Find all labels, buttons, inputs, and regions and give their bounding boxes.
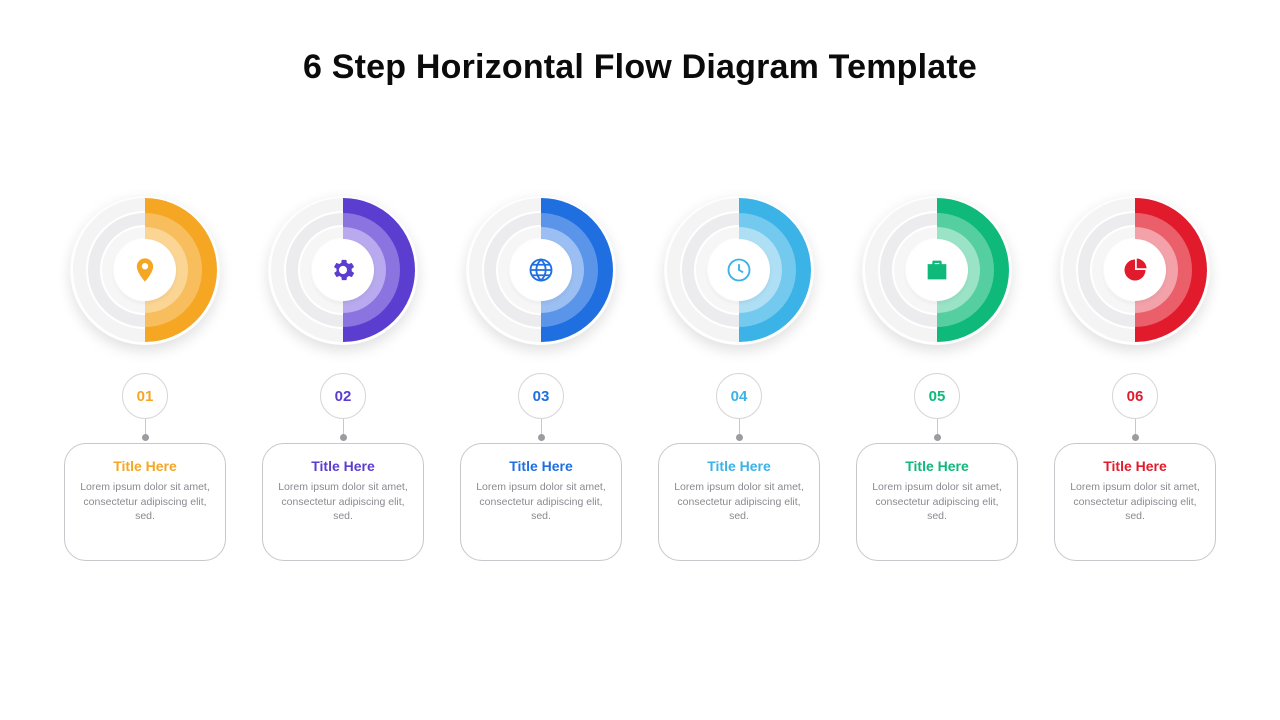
step-5-title: Title Here <box>869 458 1005 474</box>
step-2-card: Title Here Lorem ipsum dolor sit amet, c… <box>262 443 424 561</box>
clock-icon <box>725 256 753 284</box>
step-1-card: Title Here Lorem ipsum dolor sit amet, c… <box>64 443 226 561</box>
step-2-circle <box>268 195 418 345</box>
step-3-title: Title Here <box>473 458 609 474</box>
step-6-card: Title Here Lorem ipsum dolor sit amet, c… <box>1054 443 1216 561</box>
step-1-circle <box>70 195 220 345</box>
page: 6 Step Horizontal Flow Diagram Template … <box>0 0 1280 720</box>
steps-row: 01 Title Here Lorem ipsum dolor sit amet… <box>60 195 1220 561</box>
step-5-body: Lorem ipsum dolor sit amet, consectetur … <box>869 480 1005 524</box>
step-2: 02 Title Here Lorem ipsum dolor sit amet… <box>258 195 428 561</box>
step-6-circle <box>1060 195 1210 345</box>
step-4-body: Lorem ipsum dolor sit amet, consectetur … <box>671 480 807 524</box>
step-4-number-badge: 04 <box>716 373 762 419</box>
step-3-body: Lorem ipsum dolor sit amet, consectetur … <box>473 480 609 524</box>
step-1-connector <box>145 419 146 437</box>
briefcase-icon <box>923 256 951 284</box>
step-4: 04 Title Here Lorem ipsum dolor sit amet… <box>654 195 824 561</box>
step-1-icon-bg <box>114 239 176 301</box>
gear-icon <box>329 256 357 284</box>
step-1: 01 Title Here Lorem ipsum dolor sit amet… <box>60 195 230 561</box>
step-5-card: Title Here Lorem ipsum dolor sit amet, c… <box>856 443 1018 561</box>
step-1-number-badge: 01 <box>122 373 168 419</box>
step-6-title: Title Here <box>1067 458 1203 474</box>
step-5: 05 Title Here Lorem ipsum dolor sit amet… <box>852 195 1022 561</box>
step-6-body: Lorem ipsum dolor sit amet, consectetur … <box>1067 480 1203 524</box>
step-4-card: Title Here Lorem ipsum dolor sit amet, c… <box>658 443 820 561</box>
step-6-number-badge: 06 <box>1112 373 1158 419</box>
step-4-number: 04 <box>731 388 748 405</box>
step-2-body: Lorem ipsum dolor sit amet, consectetur … <box>275 480 411 524</box>
step-3: 03 Title Here Lorem ipsum dolor sit amet… <box>456 195 626 561</box>
pie-icon <box>1121 256 1149 284</box>
step-6-number: 06 <box>1127 388 1144 405</box>
step-2-number-badge: 02 <box>320 373 366 419</box>
step-3-number: 03 <box>533 388 550 405</box>
step-2-number: 02 <box>335 388 352 405</box>
step-3-number-badge: 03 <box>518 373 564 419</box>
globe-icon <box>527 256 555 284</box>
step-4-title: Title Here <box>671 458 807 474</box>
step-5-number: 05 <box>929 388 946 405</box>
step-3-card: Title Here Lorem ipsum dolor sit amet, c… <box>460 443 622 561</box>
step-2-title: Title Here <box>275 458 411 474</box>
step-6: 06 Title Here Lorem ipsum dolor sit amet… <box>1050 195 1220 561</box>
step-4-circle <box>664 195 814 345</box>
step-1-body: Lorem ipsum dolor sit amet, consectetur … <box>77 480 213 524</box>
pin-icon <box>131 256 159 284</box>
step-5-circle <box>862 195 1012 345</box>
step-1-number: 01 <box>137 388 154 405</box>
step-1-title: Title Here <box>77 458 213 474</box>
step-5-number-badge: 05 <box>914 373 960 419</box>
page-title: 6 Step Horizontal Flow Diagram Template <box>0 48 1280 87</box>
step-3-circle <box>466 195 616 345</box>
